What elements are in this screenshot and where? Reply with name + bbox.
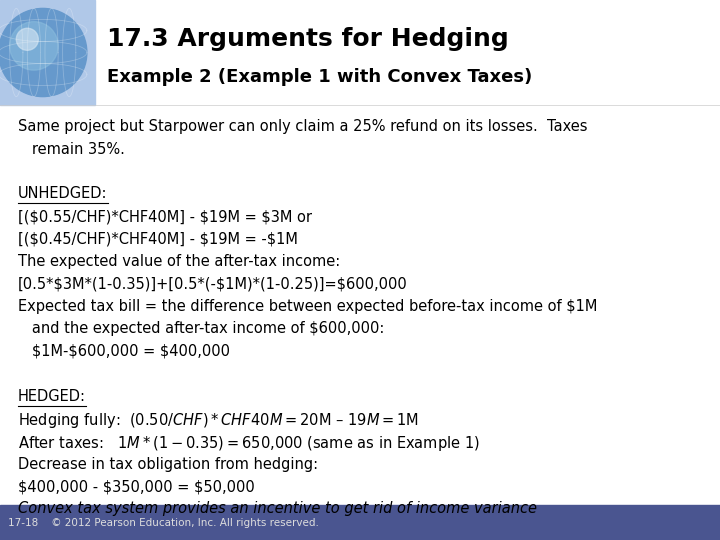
Text: HEDGED:: HEDGED:: [18, 389, 86, 404]
Text: [0.5*$3M*(1-0.35)]+[0.5*(-$1M)*(1-0.25)]=$600,000: [0.5*$3M*(1-0.35)]+[0.5*(-$1M)*(1-0.25)]…: [18, 276, 408, 292]
Text: Decrease in tax obligation from hedging:: Decrease in tax obligation from hedging:: [18, 456, 318, 471]
Text: [($0.55/CHF)*CHF40M] - $19M = $3M or: [($0.55/CHF)*CHF40M] - $19M = $3M or: [18, 209, 312, 224]
Text: 17.3 Arguments for Hedging: 17.3 Arguments for Hedging: [107, 27, 509, 51]
Text: Convex tax system provides an incentive to get rid of income variance: Convex tax system provides an incentive …: [18, 502, 537, 516]
Bar: [0, 0, 95, 105]
Text: $1M-$600,000 = $400,000: $1M-$600,000 = $400,000: [18, 344, 230, 359]
Text: remain 35%.: remain 35%.: [18, 141, 125, 157]
Text: UNHEDGED:: UNHEDGED:: [18, 186, 107, 201]
Circle shape: [17, 28, 38, 50]
Text: 17-18    © 2012 Pearson Education, Inc. All rights reserved.: 17-18 © 2012 Pearson Education, Inc. All…: [8, 517, 319, 528]
Text: The expected value of the after-tax income:: The expected value of the after-tax inco…: [18, 254, 341, 269]
Circle shape: [9, 22, 58, 70]
Text: and the expected after-tax income of $600,000:: and the expected after-tax income of $60…: [18, 321, 384, 336]
Text: Expected tax bill = the difference between expected before-tax income of $1M: Expected tax bill = the difference betwe…: [18, 299, 598, 314]
Text: [($0.45/CHF)*CHF40M] - $19M = -$1M: [($0.45/CHF)*CHF40M] - $19M = -$1M: [18, 232, 298, 246]
Bar: [0, 505, 720, 540]
Text: Hedging fully:  ($0.50/CHF)*CHF40M = $20M – $19M=$1M: Hedging fully: ($0.50/CHF)*CHF40M = $20M…: [18, 411, 419, 430]
Text: Example 2 (Example 1 with Convex Taxes): Example 2 (Example 1 with Convex Taxes): [107, 68, 532, 86]
Text: After taxes:   $1M*(1-0.35) = $650,000 (same as in Example 1): After taxes: $1M*(1-0.35) = $650,000 (sa…: [18, 434, 480, 453]
Text: Same project but Starpower can only claim a 25% refund on its losses.  Taxes: Same project but Starpower can only clai…: [18, 119, 588, 134]
Text: $400,000 - $350,000 = $50,000: $400,000 - $350,000 = $50,000: [18, 479, 255, 494]
Circle shape: [0, 9, 87, 97]
